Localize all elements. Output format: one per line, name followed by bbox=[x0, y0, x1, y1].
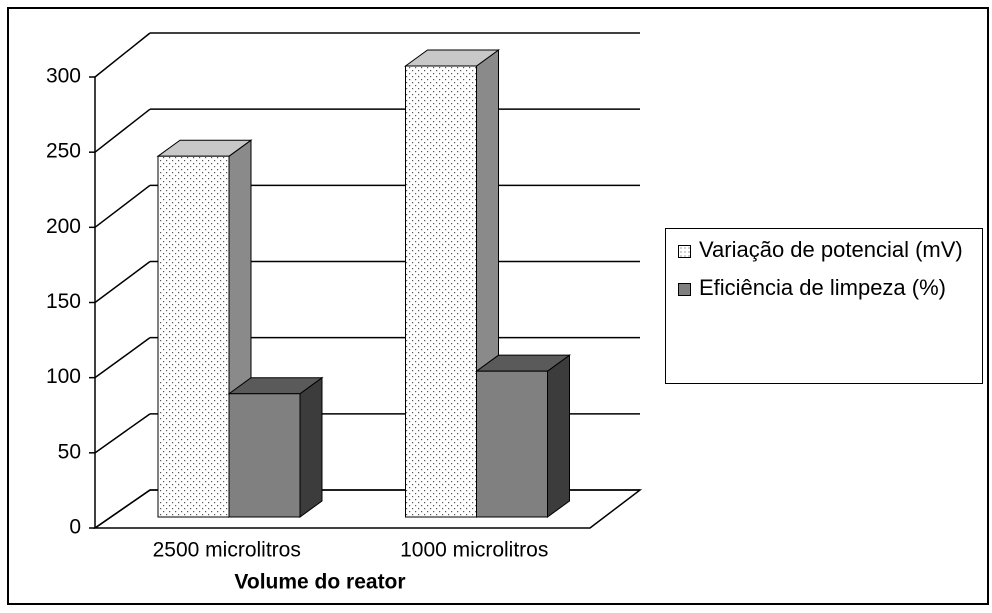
wall-line bbox=[94, 489, 151, 529]
y-tick-label: 0 bbox=[69, 516, 81, 539]
bar bbox=[405, 65, 477, 518]
legend-swatch bbox=[678, 245, 691, 258]
y-tick-label: 300 bbox=[46, 65, 81, 88]
bar bbox=[476, 370, 548, 518]
wall-line bbox=[94, 108, 151, 153]
bar-side bbox=[299, 376, 323, 518]
legend-item: Variação de potencial (mV) bbox=[674, 235, 982, 265]
wall-line bbox=[94, 184, 151, 228]
legend-label: Eficiência de limpeza (%) bbox=[699, 275, 946, 300]
frame bbox=[7, 7, 989, 605]
wall-line bbox=[94, 413, 151, 454]
x-tick-label: 2500 microlitros bbox=[153, 539, 301, 562]
legend-label: Variação de potencial (mV) bbox=[699, 237, 963, 262]
wall-line bbox=[94, 260, 151, 304]
y-tick-label: 150 bbox=[46, 290, 81, 313]
x-axis-title: Volume do reator bbox=[234, 571, 405, 594]
legend-item: Eficiência de limpeza (%) bbox=[674, 273, 982, 303]
legend: Variação de potencial (mV) Eficiência de … bbox=[665, 228, 983, 384]
y-tick-label: 200 bbox=[46, 215, 81, 238]
y-tick-label: 250 bbox=[46, 140, 81, 163]
bar bbox=[157, 155, 230, 518]
legend-swatch bbox=[678, 283, 691, 296]
wall-line bbox=[94, 337, 151, 379]
x-tick-label: 1000 microlitros bbox=[400, 539, 548, 562]
wall-line bbox=[94, 32, 151, 78]
y-tick-label: 100 bbox=[46, 365, 81, 388]
y-tick-label: 50 bbox=[58, 440, 81, 463]
bar-side bbox=[547, 354, 570, 518]
bar bbox=[228, 393, 301, 518]
